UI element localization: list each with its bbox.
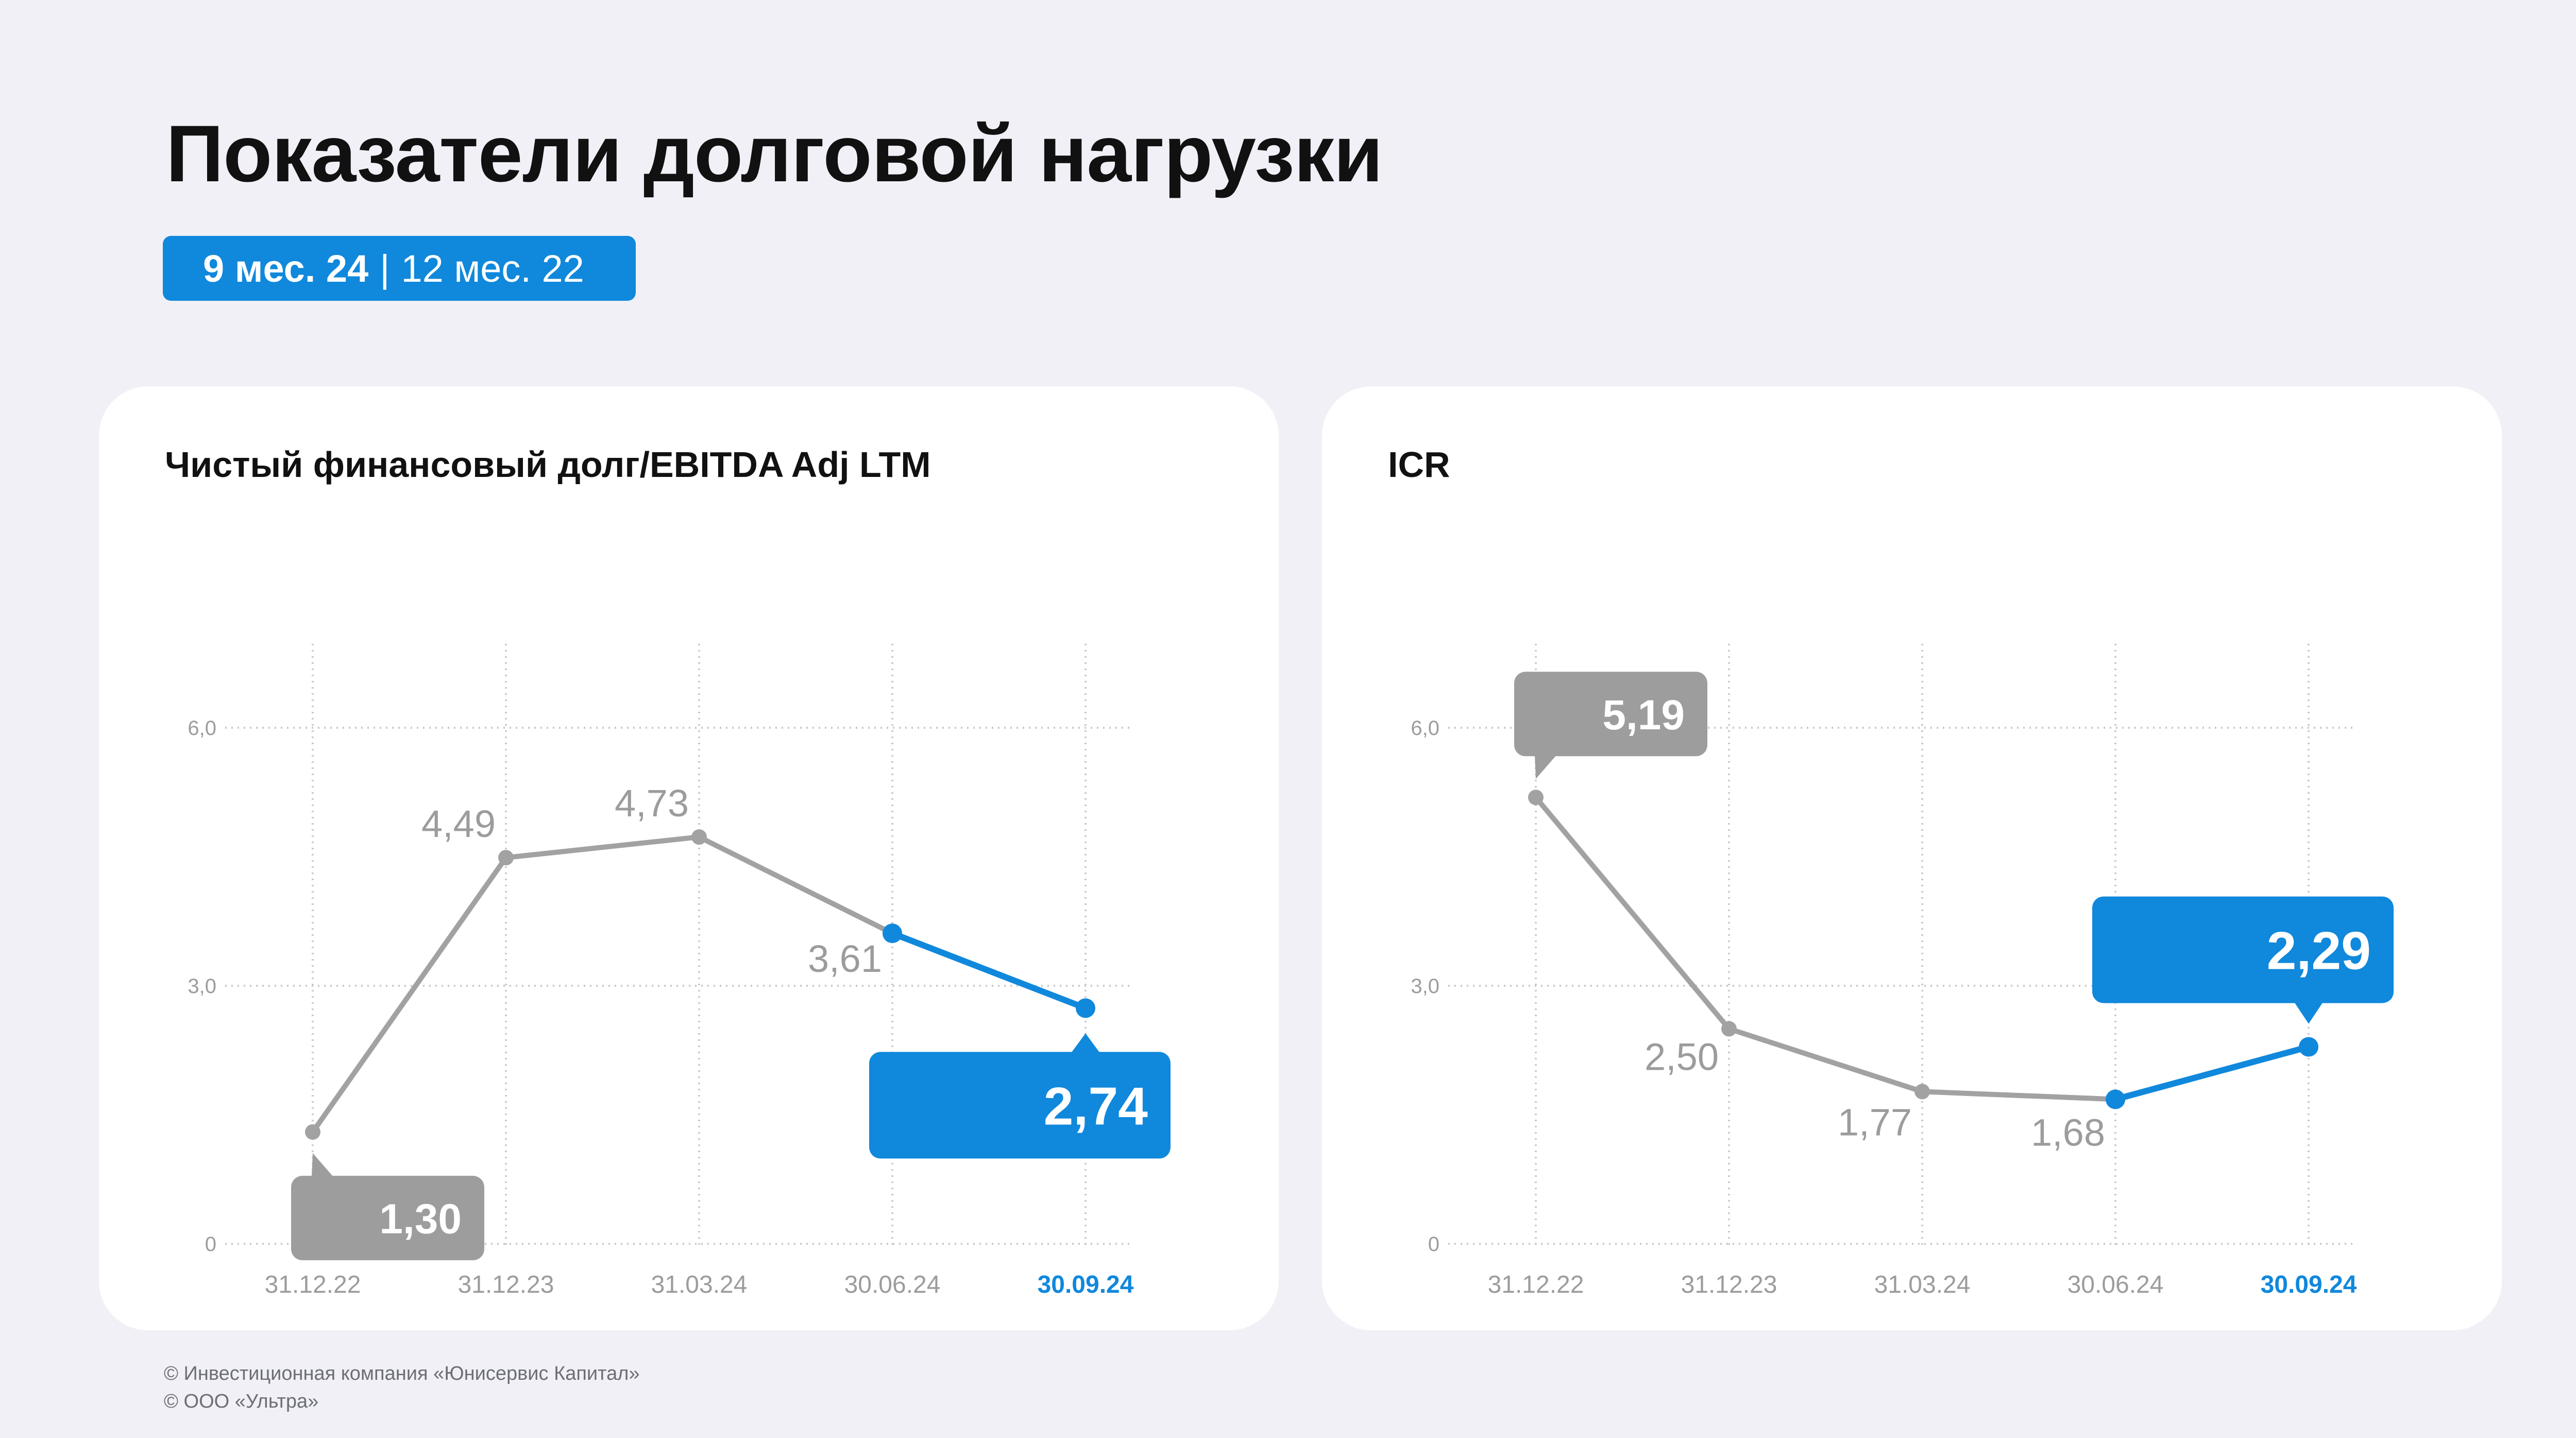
y-tick-label: 6,0 <box>188 717 216 740</box>
y-tick-label: 3,0 <box>1411 975 1439 998</box>
callout-box-blue <box>2092 896 2394 1003</box>
x-tick-label: 30.06.24 <box>2067 1271 2164 1298</box>
x-tick-label: 31.03.24 <box>651 1271 748 1298</box>
data-label: 2,50 <box>1645 1036 1719 1078</box>
x-tick-label: 31.12.22 <box>1488 1271 1584 1298</box>
x-tick-label: 31.12.23 <box>1681 1271 1777 1298</box>
series-line-gray <box>310 834 895 1135</box>
callout-label: 1,30 <box>379 1195 462 1242</box>
copyright-line: © Инвестиционная компания «Юнисервис Кап… <box>164 1363 640 1384</box>
chart-title: ICR <box>1388 444 1450 485</box>
callout-pointer <box>1535 755 1556 779</box>
y-tick-label: 0 <box>205 1233 216 1256</box>
series-line-blue <box>2112 1043 2312 1103</box>
period-previous: 12 мес. 22 <box>401 247 584 290</box>
data-point <box>2299 1037 2318 1057</box>
callout-label: 2,29 <box>2267 921 2371 981</box>
chart-card-icr: ICR 0 3,0 6,0 31.12.22 31.12.23 31.03.24 30.06… <box>1322 386 2502 1330</box>
callout-box-blue <box>869 1052 1171 1159</box>
footer: © Инвестиционная компания «Юнисервис Кап… <box>164 1360 640 1415</box>
data-point <box>1914 1084 1930 1100</box>
series-line-gray <box>1533 795 2118 1102</box>
data-point <box>498 850 514 866</box>
data-label: 1,68 <box>2031 1111 2105 1154</box>
x-tick-label: 30.09.24 <box>1038 1271 1134 1298</box>
chart-card-net-debt-ebitda: Чистый финансовый долг/EBITDA Adj LTM 0 3… <box>99 386 1279 1330</box>
data-label: 4,49 <box>421 802 496 845</box>
y-tick-label: 0 <box>1428 1233 1439 1256</box>
period-separator: | <box>380 247 390 290</box>
copyright-line: © ООО «Ультра» <box>164 1391 319 1412</box>
callout-pointer <box>1071 1033 1100 1053</box>
x-tick-label: 31.03.24 <box>1874 1271 1971 1298</box>
x-tick-label: 31.12.23 <box>458 1271 554 1298</box>
chart-title: Чистый финансовый долг/EBITDA Adj LTM <box>165 444 931 485</box>
callout-label: 2,74 <box>1044 1076 1148 1136</box>
data-point <box>1076 998 1095 1018</box>
data-point <box>2106 1089 2125 1109</box>
chart-net-debt-ebitda: 0 3,0 6,0 31.12.22 31.12.23 31.03.24 30.06.24 3… <box>188 644 1171 1298</box>
data-point <box>1528 790 1544 806</box>
data-point <box>305 1124 320 1140</box>
callout-label: 5,19 <box>1602 692 1685 739</box>
period-current: 9 мес. 24 <box>203 247 369 290</box>
callout-box-gray <box>1514 672 1707 757</box>
series-line-blue <box>889 930 1089 1012</box>
data-point <box>883 923 902 944</box>
y-tick-label: 3,0 <box>188 975 216 998</box>
data-label: 4,73 <box>615 782 689 825</box>
callout-pointer <box>2294 1002 2323 1024</box>
callout-box-gray <box>291 1175 484 1260</box>
y-tick-label: 6,0 <box>1411 717 1439 740</box>
x-tick-label: 31.12.22 <box>265 1271 361 1298</box>
chart-icr: 0 3,0 6,0 31.12.22 31.12.23 31.03.24 30.06.24 3… <box>1411 644 2394 1298</box>
data-label: 3,61 <box>808 937 882 980</box>
x-tick-label: 30.06.24 <box>844 1271 941 1298</box>
page-title: Показатели долговой нагрузки <box>166 109 1383 199</box>
period-badge: 9 мес. 24 | 12 мес. 22 <box>163 236 636 301</box>
data-point <box>691 829 707 845</box>
data-label: 1,77 <box>1838 1101 1912 1143</box>
x-tick-label: 30.09.24 <box>2261 1271 2357 1298</box>
callout-pointer <box>312 1153 333 1177</box>
data-point <box>1721 1021 1737 1037</box>
